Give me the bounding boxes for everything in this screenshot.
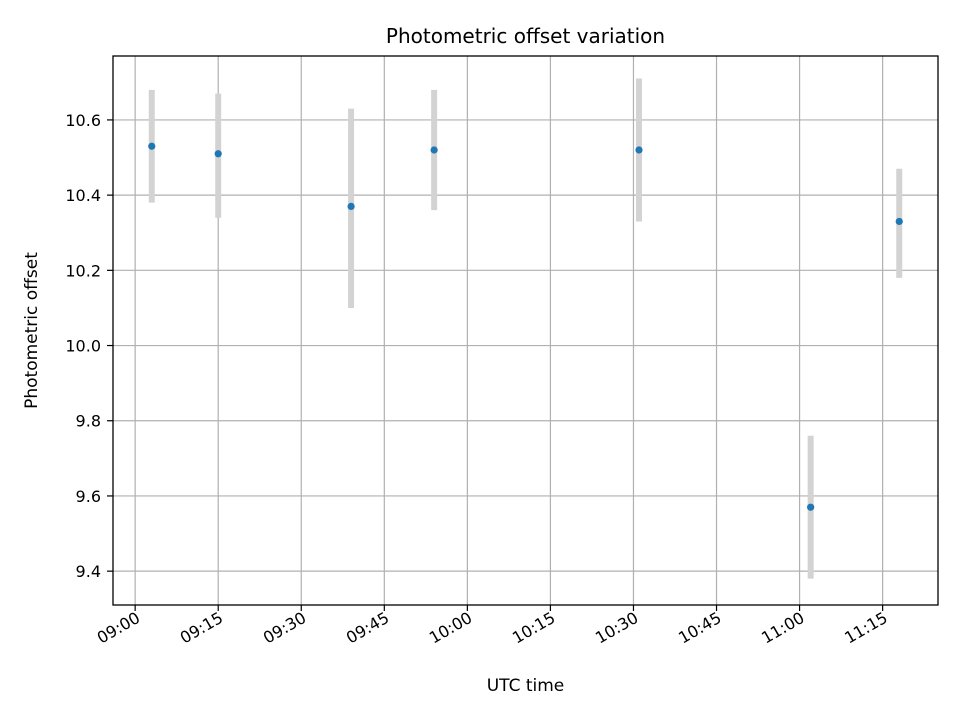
data-point xyxy=(635,146,643,154)
x-tick-label: 09:15 xyxy=(177,608,226,648)
x-tick-label: 11:15 xyxy=(841,608,890,648)
x-tick-label: 10:45 xyxy=(675,608,724,648)
x-tick-label: 11:00 xyxy=(758,608,807,648)
x-tick-label: 10:30 xyxy=(592,608,641,648)
data-points xyxy=(148,142,903,511)
chart-title: Photometric offset variation xyxy=(386,24,665,48)
y-tick-label: 9.4 xyxy=(76,562,101,581)
data-point xyxy=(430,146,438,154)
grid xyxy=(113,56,938,605)
plot-frame xyxy=(112,55,939,606)
data-point xyxy=(148,142,156,150)
axis-ticks: 09:00 09:15 09:30 09:45 10:00 10:15 10:30 10:45… xyxy=(65,111,890,648)
y-tick-label: 9.8 xyxy=(76,412,101,431)
data-point xyxy=(214,150,222,158)
x-tick-label: 09:00 xyxy=(94,608,143,648)
data-point xyxy=(895,217,903,226)
y-tick-label: 10.2 xyxy=(65,261,101,280)
error-bars xyxy=(148,78,903,579)
y-tick-label: 10.6 xyxy=(65,111,101,130)
x-tick-label: 09:45 xyxy=(343,608,392,648)
data-point xyxy=(807,503,815,511)
y-tick-label: 10.0 xyxy=(65,337,101,356)
y-axis-label: Photometric offset xyxy=(22,252,42,409)
y-tick-label: 10.4 xyxy=(65,186,101,205)
data-point xyxy=(347,202,355,211)
x-tick-label: 10:00 xyxy=(426,608,475,648)
x-axis-label: UTC time xyxy=(487,676,565,696)
y-tick-label: 9.6 xyxy=(76,487,101,506)
x-tick-label: 09:30 xyxy=(260,608,309,648)
x-tick-label: 10:15 xyxy=(509,608,558,648)
